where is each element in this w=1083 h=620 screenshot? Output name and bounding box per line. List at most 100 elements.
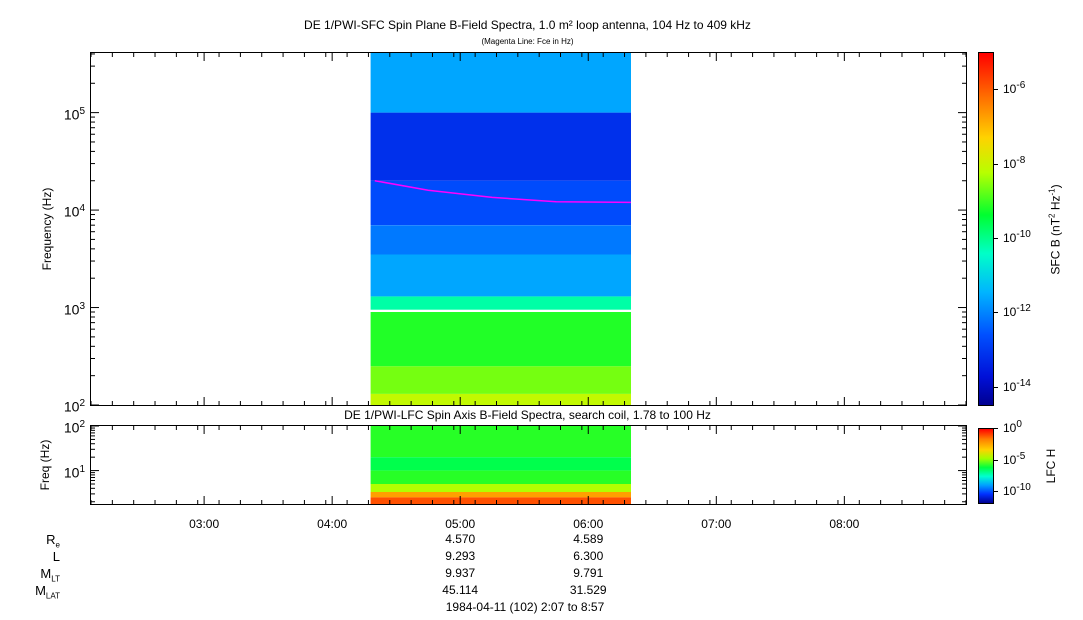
sfc-ytick-exp: 5 <box>79 105 85 117</box>
sfc-ytick-label: 103 <box>64 301 85 318</box>
lfc-ytick-base: 10 <box>63 419 80 436</box>
sfc-ytick-label: 104 <box>64 203 85 220</box>
lfc-ytick-exp: 2 <box>79 419 85 430</box>
top-panel-title: DE 1/PWI-SFC Spin Plane B-Field Spectra,… <box>304 18 751 32</box>
top-panel-ylabel: Frequency (Hz) <box>40 187 54 271</box>
ephemeris-row-label: L <box>53 549 60 564</box>
top-panel-subtitle: (Magenta Line: Fce in Hz) <box>481 37 574 46</box>
sfc-ytick-base: 10 <box>63 203 80 220</box>
sfc-cb-tick-mark <box>994 386 998 388</box>
ephemeris-row-label: MLAT <box>35 583 60 601</box>
lfc-colorbar <box>978 428 994 504</box>
sfc-cb-tick-mark <box>994 89 998 91</box>
lfc-cb-tick-exp: -5 <box>1016 450 1026 462</box>
sfc-fce-line <box>374 179 631 204</box>
lfc-cb-tick-label: 100 <box>1003 419 1022 435</box>
sfc-cb-tick-exp: -8 <box>1016 154 1026 166</box>
ephemeris-value: 4.570 <box>445 532 476 546</box>
ephemeris-value: 9.293 <box>445 549 476 563</box>
ephemeris-row-label: Re <box>46 532 60 550</box>
sfc-spectrogram-panel <box>90 52 967 406</box>
lfc-ytick-base: 10 <box>63 464 80 481</box>
sfc-ytick-exp: 3 <box>79 300 85 312</box>
sfc-cb-tick-base: 10 <box>1003 230 1017 245</box>
sfc-spectrogram <box>91 53 966 405</box>
lfc-cb-tick-label: 10-10 <box>1003 482 1031 498</box>
date-range-label: 1984-04-11 (102) 2:07 to 8:57 <box>445 600 605 614</box>
lfc-cb-tick-base: 10 <box>1003 421 1017 435</box>
lfc-colorbar-label: LFC H <box>1044 448 1058 484</box>
sfc-cb-tick-base: 10 <box>1003 156 1017 171</box>
ephemeris-value: 4.589 <box>573 532 604 546</box>
sfc-band-4 <box>370 254 631 297</box>
lfc-band-3 <box>370 484 631 492</box>
time-tick-label: 03:00 <box>189 517 220 531</box>
time-tick-label: 04:00 <box>317 517 348 531</box>
sfc-cb-tick-exp: -12 <box>1016 303 1031 315</box>
sfc-colorbar-label-a: SFC B (nT <box>1048 217 1063 275</box>
time-tick-label: 08:00 <box>829 517 860 531</box>
ephemeris-label-sub: LT <box>51 574 60 584</box>
lfc-band-0 <box>370 426 631 458</box>
sfc-cb-tick-label: 10-6 <box>1003 80 1025 96</box>
ephemeris-label-main: L <box>52 549 60 564</box>
sfc-cb-tick-mark <box>994 312 998 314</box>
sfc-band-7 <box>370 112 631 181</box>
ephemeris-value: 31.529 <box>569 583 607 597</box>
sfc-band-8 <box>370 53 631 113</box>
ephemeris-value: 9.937 <box>445 566 476 580</box>
sfc-band-2 <box>370 312 631 367</box>
sfc-colorbar-label-c: ) <box>1048 184 1063 189</box>
sfc-cb-tick-base: 10 <box>1003 379 1017 394</box>
sfc-ytick-exp: 2 <box>79 398 85 409</box>
ephemeris-label-main: M <box>40 566 52 581</box>
sfc-ytick-base: 10 <box>63 398 80 415</box>
ephemeris-value: 6.300 <box>573 549 604 563</box>
sfc-cb-tick-mark <box>994 237 998 239</box>
lfc-ytick-exp: 1 <box>79 463 85 475</box>
ephemeris-value: 45.114 <box>442 583 479 597</box>
lfc-band-4 <box>370 492 631 498</box>
sfc-cb-tick-base: 10 <box>1003 305 1017 320</box>
lfc-ytick-label: 101 <box>64 464 85 481</box>
bottom-panel-title: DE 1/PWI-LFC Spin Axis B-Field Spectra, … <box>344 408 711 422</box>
lfc-cb-tick-exp: -10 <box>1016 482 1031 494</box>
lfc-cb-tick-base: 10 <box>1003 484 1017 499</box>
sfc-colorbar <box>978 52 994 406</box>
sfc-cb-tick-mark <box>994 163 998 165</box>
lfc-cb-tick-label: 10-5 <box>1003 451 1025 467</box>
lfc-band-5 <box>370 497 631 504</box>
lfc-band-2 <box>370 470 631 484</box>
sfc-ytick-base: 10 <box>63 106 80 123</box>
bottom-panel-ylabel: Freq (Hz) <box>38 439 52 491</box>
lfc-ytick-label: 102 <box>64 419 85 436</box>
sfc-band-5 <box>370 225 631 255</box>
sfc-cb-tick-label: 10-8 <box>1003 155 1025 171</box>
sfc-cb-tick-exp: -10 <box>1016 228 1031 240</box>
sfc-cb-tick-label: 10-14 <box>1003 378 1031 394</box>
sfc-colorbar-label: SFC B (nT2 Hz-1) <box>1048 165 1063 295</box>
ephemeris-row-label: MLT <box>40 566 60 584</box>
sfc-ytick-label: 102 <box>64 398 85 415</box>
time-tick-label: 07:00 <box>701 517 732 531</box>
sfc-cb-tick-exp: -14 <box>1016 377 1031 389</box>
lfc-cb-tick-mark <box>994 491 998 493</box>
lfc-cb-tick-mark <box>994 459 998 461</box>
sfc-cb-tick-base: 10 <box>1003 82 1017 97</box>
sfc-band-1 <box>370 366 631 394</box>
time-tick-label: 05:00 <box>445 517 476 531</box>
sfc-cb-tick-label: 10-12 <box>1003 303 1031 319</box>
lfc-cb-tick-exp: 0 <box>1016 419 1022 430</box>
ephemeris-label-main: R <box>46 532 56 547</box>
sfc-band-3 <box>370 296 631 310</box>
sfc-cb-tick-label: 10-10 <box>1003 229 1031 245</box>
ephemeris-value: 9.791 <box>573 566 604 580</box>
sfc-cb-tick-exp: -6 <box>1016 80 1026 92</box>
sfc-colorbar-label-sup2: -1 <box>1047 188 1057 196</box>
sfc-ytick-exp: 4 <box>79 203 85 215</box>
ephemeris-label-main: M <box>35 583 46 598</box>
lfc-spectrogram-panel <box>90 425 967 505</box>
lfc-band-1 <box>370 457 631 471</box>
lfc-cb-tick-base: 10 <box>1003 452 1017 467</box>
sfc-colorbar-label-sup1: 2 <box>1047 213 1057 218</box>
